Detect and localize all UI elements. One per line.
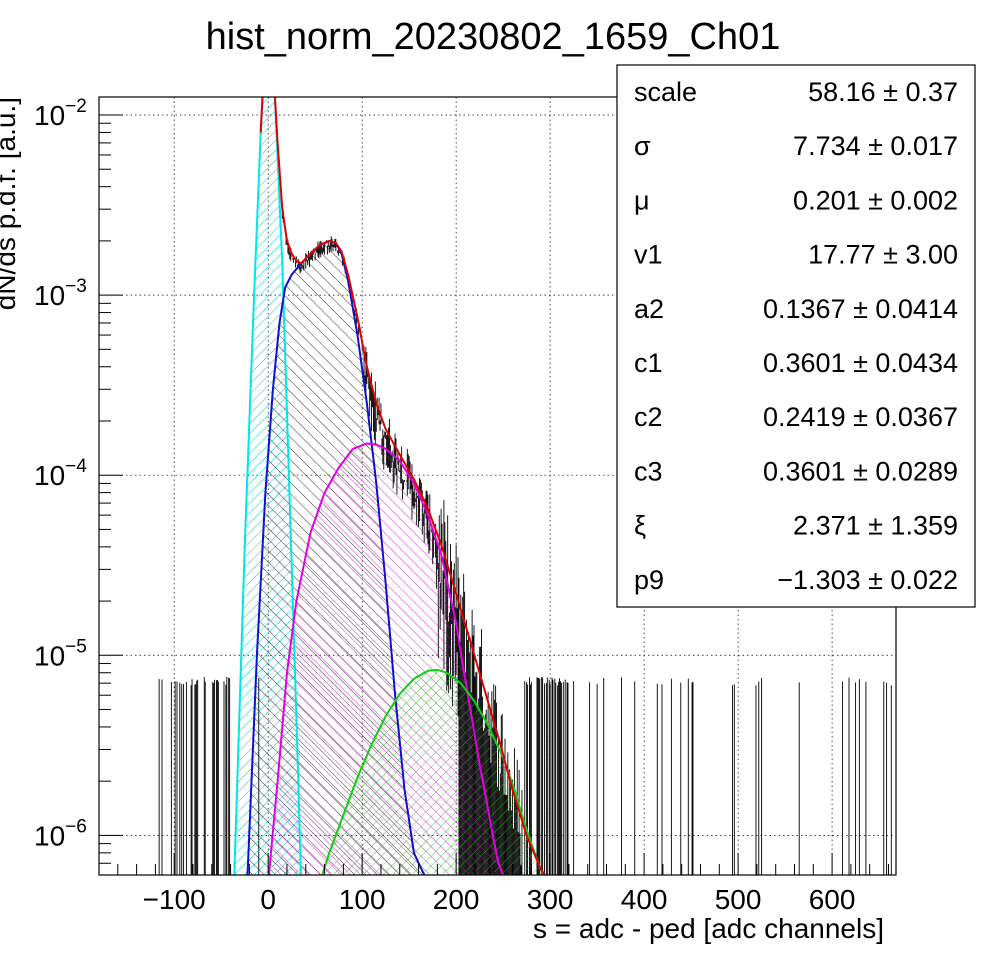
fit-param-value: 2.371 ± 1.359	[793, 511, 958, 541]
y-tick-base: 10	[34, 280, 65, 311]
y-tick-base: 10	[34, 460, 65, 491]
fit-param-name: v1	[634, 240, 663, 270]
fit-param-value: 17.77 ± 3.00	[808, 240, 958, 270]
y-tick-label: 10−6	[34, 816, 87, 851]
x-tick-label: 500	[715, 884, 762, 915]
fit-param-value: 0.201 ± 0.002	[793, 185, 958, 215]
fit-param-value: 0.3601 ± 0.0289	[763, 456, 958, 486]
fit-param-name: σ	[634, 131, 651, 161]
x-tick-label: 200	[433, 884, 480, 915]
fit-stats-box: scale 58.16 ± 0.37 σ 7.734 ± 0.017 μ 0.201 ± …	[616, 64, 976, 608]
y-tick-label: 10−5	[34, 636, 87, 671]
x-tick-label: 100	[339, 884, 386, 915]
y-tick-exponent: −5	[65, 636, 87, 657]
y-axis: 10−210−310−410−510−6	[34, 96, 123, 864]
x-tick-label: 0	[260, 884, 276, 915]
fit-param-value: 0.2419 ± 0.0367	[763, 402, 958, 432]
y-tick-base: 10	[34, 640, 65, 671]
fit-param-name: ξ	[634, 511, 646, 541]
fit-param-name: c2	[634, 402, 663, 432]
fit-curves	[233, 97, 547, 875]
y-tick-exponent: −6	[65, 816, 87, 837]
y-tick-base: 10	[34, 820, 65, 851]
fit-param-name: c3	[634, 456, 663, 486]
y-tick-label: 10−3	[34, 276, 87, 311]
fit-param-value: 7.734 ± 0.017	[793, 131, 958, 161]
y-tick-label: 10−2	[34, 96, 87, 131]
fit-curve	[259, 97, 547, 875]
fit-param-value: 0.3601 ± 0.0434	[763, 348, 958, 378]
fit-curve	[267, 442, 505, 875]
fit-curve	[321, 668, 546, 875]
fit-param-value: 0.1367 ± 0.0414	[763, 294, 958, 324]
y-axis-label: dN/ds p.d.f. [a.u.]	[0, 97, 21, 310]
fit-param-name: a2	[634, 294, 664, 324]
x-tick-label: 400	[621, 884, 668, 915]
chart-title: hist_norm_20230802_1659_Ch01	[206, 16, 781, 58]
x-axis: −100 0 100 200 300 400 500 600	[117, 853, 889, 915]
y-tick-exponent: −4	[65, 456, 87, 477]
component-fills	[234, 97, 549, 875]
y-tick-label: 10−4	[34, 456, 87, 491]
fit-param-name: scale	[634, 77, 697, 107]
y-tick-exponent: −3	[65, 276, 87, 297]
fit-param-name: p9	[634, 565, 664, 595]
x-tick-label: −100	[143, 884, 206, 915]
stats-box-frame	[616, 64, 976, 608]
x-axis-label: s = adc - ped [adc channels]	[533, 913, 884, 944]
fit-param-value: −1.303 ± 0.022	[777, 565, 958, 595]
fit-param-name: c1	[634, 348, 663, 378]
fit-param-value: 58.16 ± 0.37	[808, 77, 958, 107]
x-tick-label: 600	[809, 884, 856, 915]
fit-param-name: μ	[634, 185, 650, 215]
y-tick-base: 10	[34, 100, 65, 131]
y-tick-exponent: −2	[65, 96, 87, 117]
x-tick-label: 300	[527, 884, 574, 915]
fit-curve	[233, 97, 302, 875]
